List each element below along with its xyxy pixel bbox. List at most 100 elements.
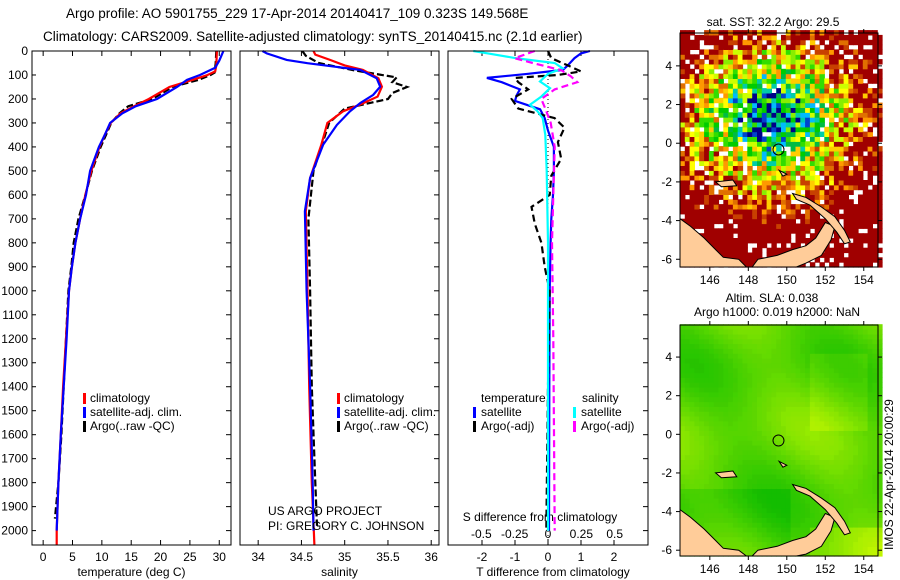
- map-cell: [737, 54, 744, 60]
- map-cell: [680, 44, 686, 50]
- map-cell: [795, 396, 801, 403]
- map-cell: [713, 63, 720, 70]
- map-cell: [737, 252, 744, 258]
- map-cell: [838, 199, 845, 205]
- map-cell: [728, 184, 734, 191]
- map-cell: [814, 199, 821, 205]
- map-cell: [867, 536, 873, 543]
- map-cell: [761, 155, 768, 162]
- map-cell: [713, 396, 720, 403]
- map-cell: [761, 353, 768, 359]
- map-cell: [766, 78, 772, 84]
- map-cell: [723, 136, 729, 142]
- map-cell: [814, 449, 821, 456]
- map-cell: [867, 141, 873, 147]
- map-cell: [747, 348, 753, 354]
- map-cell: [771, 68, 777, 75]
- map-cell: [766, 382, 772, 388]
- map-cell: [684, 362, 691, 369]
- map-cell: [728, 97, 734, 104]
- map-cell: [752, 252, 758, 258]
- map-cell: [761, 391, 768, 398]
- map-x-tick-label: 154: [854, 562, 874, 576]
- map-cell: [737, 136, 744, 142]
- map-cell: [795, 141, 801, 147]
- map-cell: [872, 536, 878, 543]
- map-cell: [757, 204, 763, 210]
- map-cell: [853, 228, 859, 234]
- map-cell: [877, 93, 883, 99]
- map-cell: [790, 401, 796, 407]
- map-cell: [694, 362, 700, 369]
- map-cell: [843, 333, 849, 340]
- map-cell: [713, 39, 720, 46]
- map-cell: [747, 238, 753, 244]
- map-cell: [776, 49, 782, 55]
- map-cell: [732, 382, 739, 388]
- map-cell: [708, 377, 715, 383]
- map-cell: [761, 204, 768, 210]
- map-cell: [819, 387, 825, 393]
- map-cell: [684, 353, 691, 359]
- map-y-tick-label: -6: [661, 252, 672, 266]
- map-cell: [805, 117, 811, 123]
- map-cell: [809, 59, 816, 65]
- map-cell: [708, 34, 715, 41]
- map-cell: [699, 353, 705, 359]
- map-cell: [848, 213, 854, 220]
- map-cell: [747, 502, 753, 509]
- map-cell: [814, 440, 821, 446]
- map-cell: [781, 425, 787, 431]
- map-cell: [824, 444, 830, 451]
- map-cell: [761, 218, 768, 225]
- map-cell: [819, 459, 825, 465]
- map-x-tick-label: 146: [700, 273, 720, 287]
- map-cell: [694, 151, 700, 157]
- map-cell: [824, 49, 830, 55]
- map-cell: [862, 83, 869, 89]
- map-cell: [708, 160, 715, 166]
- map-cell: [766, 391, 772, 398]
- map-x-tick-label: 152: [815, 562, 835, 576]
- map-cell: [737, 425, 744, 431]
- map-cell: [771, 151, 777, 157]
- map-cell: [689, 362, 695, 369]
- map-cell: [761, 512, 768, 518]
- map-cell: [862, 262, 869, 268]
- map-cell: [708, 502, 715, 509]
- map-cell: [680, 353, 686, 359]
- map-cell: [848, 160, 854, 166]
- map-cell: [819, 262, 825, 268]
- map-cell: [814, 112, 821, 118]
- map-cell: [862, 416, 869, 422]
- map-cell: [848, 151, 854, 157]
- map-cell: [785, 68, 792, 75]
- map-cell: [728, 348, 734, 354]
- map-cell: [708, 73, 715, 79]
- map-cell: [737, 473, 744, 480]
- map-cell: [694, 180, 700, 186]
- map-cell: [824, 358, 830, 364]
- map-cell: [752, 93, 758, 99]
- map-cell: [872, 117, 878, 123]
- map-cell: [680, 141, 686, 147]
- map-cell: [694, 440, 700, 446]
- map-cell: [838, 459, 845, 465]
- map-cell: [853, 175, 859, 181]
- map-cell: [858, 78, 864, 84]
- map-cell: [809, 262, 816, 268]
- map-cell: [858, 454, 864, 460]
- map-cell: [872, 430, 878, 436]
- map-cell: [819, 324, 825, 330]
- map-cell: [858, 333, 864, 340]
- map-cell: [858, 459, 864, 465]
- map-cell: [747, 473, 753, 480]
- map-cell: [862, 512, 869, 518]
- map-cell: [713, 136, 720, 142]
- map-cell: [819, 93, 825, 99]
- map-cell: [867, 68, 873, 75]
- map-cell: [862, 68, 869, 75]
- map-cell: [858, 435, 864, 441]
- map-cell: [723, 449, 729, 456]
- map-cell: [867, 93, 873, 99]
